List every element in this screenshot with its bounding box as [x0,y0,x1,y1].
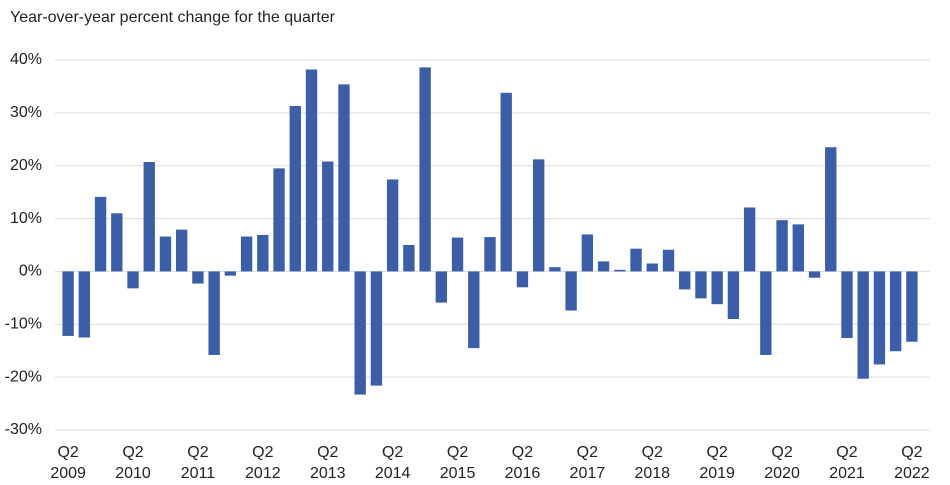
bar [776,220,788,272]
bar [240,236,253,272]
bar [825,147,837,272]
chart-title: Year-over-year percent change for the qu… [10,9,336,26]
bar [484,237,496,272]
bar [906,271,918,342]
bar [841,271,853,339]
bar [305,69,318,272]
bar [581,234,594,272]
bar [224,271,237,276]
x-tick-label: Q2 2016 [504,444,541,482]
bar [451,237,464,272]
bar [662,249,675,272]
bar [468,271,480,349]
bar [143,162,155,272]
y-tick-label: -10% [5,316,42,333]
bar [516,271,529,288]
x-tick-label: Q2 2017 [569,444,606,482]
y-tick-label: 20% [10,157,42,174]
x-tick-label: Q2 2021 [829,444,865,482]
y-tick-label: -20% [5,368,42,385]
bar [94,196,107,272]
bar [565,271,577,311]
bar [630,248,642,272]
bar [192,271,204,284]
x-tick-label: Q2 2022 [894,444,930,482]
bar [711,271,723,305]
bar [322,161,334,272]
y-tick-label: 30% [10,104,42,121]
bar [273,168,285,272]
bar [743,207,756,272]
y-tick-label: -30% [5,421,42,438]
bar [500,92,512,272]
bar [338,84,350,272]
bar [597,261,610,272]
x-tick-label: Q2 2015 [439,444,476,482]
bar [176,229,188,272]
x-tick-label: Q2 2018 [634,444,671,482]
x-tick-label: Q2 2014 [374,444,411,482]
bar [646,263,658,272]
y-tick-label: 0% [19,263,42,280]
bar [419,67,431,272]
bar [727,271,740,319]
bar [354,271,366,395]
bar [289,105,301,272]
bar [78,271,91,338]
bar [889,271,902,352]
bar [549,267,561,272]
x-tick-label: Q2 2020 [764,444,800,482]
bar [873,271,886,365]
x-tick-label: Q2 2009 [50,444,86,482]
bar [679,271,691,290]
bar [208,271,220,355]
bar [808,271,821,278]
x-tick-label: Q2 2013 [309,444,346,482]
y-tick-label: 40% [10,51,42,68]
bar [533,159,545,272]
x-tick-label: Q2 2012 [245,444,281,482]
bar [857,271,869,379]
y-tick-label: 10% [10,210,42,227]
x-tick-label: Q2 2011 [180,444,216,482]
bar [111,213,123,272]
x-tick-label: Q2 2010 [115,444,151,482]
bar [435,271,447,303]
bar [695,271,707,299]
bar [159,236,172,272]
bar [792,224,804,272]
bar [257,234,269,272]
x-tick-label: Q2 2019 [699,444,735,482]
bar [760,271,772,355]
bar [370,271,383,386]
bar [127,271,139,289]
bar [614,269,626,272]
bar [62,271,74,336]
bar [386,179,399,272]
bar [403,245,415,272]
